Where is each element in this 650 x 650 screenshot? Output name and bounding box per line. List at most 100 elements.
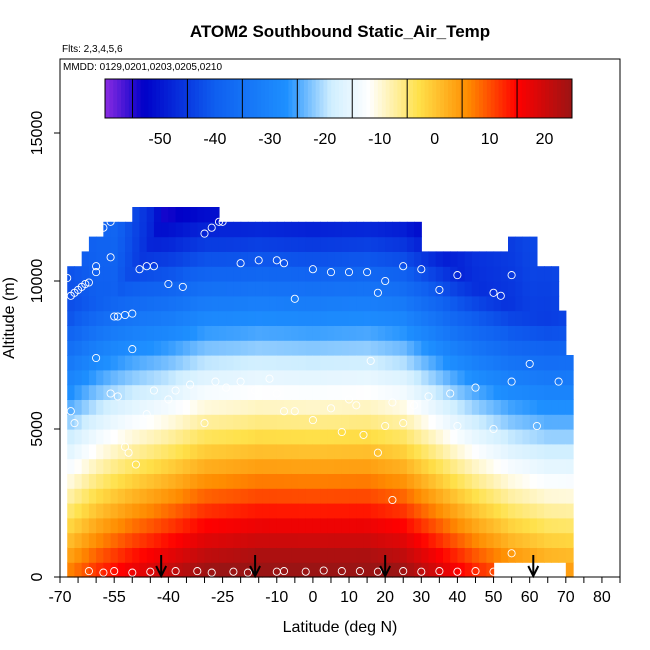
- heatmap-cell: [471, 503, 480, 519]
- heatmap-cell: [399, 443, 408, 460]
- heatmap-cell: [204, 251, 213, 267]
- heatmap-cell: [117, 384, 126, 400]
- heatmap-cell: [146, 429, 155, 445]
- observation-point: [99, 568, 108, 577]
- heatmap-cell: [341, 443, 350, 460]
- heatmap-cell: [284, 458, 292, 474]
- heatmap-cell: [544, 443, 552, 460]
- heatmap-cell: [406, 562, 415, 578]
- heatmap-cell: [544, 266, 552, 282]
- heatmap-cell: [471, 340, 480, 356]
- heatmap-cell: [334, 503, 343, 519]
- heatmap-cell: [312, 503, 321, 519]
- observation-point: [106, 217, 115, 226]
- heatmap-cell: [255, 503, 263, 519]
- heatmap-cell: [88, 251, 97, 267]
- heatmap-cell: [291, 251, 300, 267]
- heatmap-cell: [334, 473, 343, 489]
- heatmap-cell: [240, 295, 249, 312]
- colorbar-segment: [428, 79, 433, 118]
- observation-point: [207, 223, 216, 232]
- heatmap-cell: [284, 310, 292, 326]
- heatmap-cell: [218, 340, 227, 356]
- heatmap-cell: [146, 517, 155, 534]
- heatmap-cell: [493, 281, 502, 297]
- heatmap-cell: [153, 266, 162, 282]
- heatmap-cell: [406, 532, 415, 548]
- heatmap-cell: [327, 384, 336, 400]
- colorbar-segment: [443, 79, 448, 118]
- heatmap-cell: [139, 236, 148, 252]
- heatmap-cell: [182, 488, 191, 504]
- heatmap-cell: [291, 340, 300, 356]
- heatmap-cell: [96, 295, 104, 312]
- colorbar-segment: [315, 79, 320, 118]
- heatmap-cell: [269, 236, 278, 252]
- heatmap-cell: [377, 355, 386, 371]
- heatmap-cell: [139, 503, 148, 519]
- heatmap-cell: [190, 236, 198, 252]
- heatmap-cell: [363, 473, 372, 489]
- heatmap-cell: [305, 310, 314, 326]
- heatmap-cell: [399, 488, 408, 504]
- heatmap-cell: [399, 369, 408, 386]
- heatmap-cell: [132, 473, 141, 489]
- heatmap-cell: [110, 503, 119, 519]
- heatmap-cell: [334, 443, 343, 460]
- heatmap-cell: [565, 562, 574, 578]
- heatmap-cell: [392, 562, 401, 578]
- heatmap-cell: [363, 517, 372, 534]
- heatmap-cell: [153, 325, 162, 341]
- heatmap-cell: [132, 399, 141, 415]
- heatmap-cell: [493, 488, 502, 504]
- heatmap-cell: [305, 399, 314, 415]
- heatmap-cell: [233, 488, 242, 504]
- observation-point: [131, 460, 140, 469]
- heatmap-cell: [377, 443, 386, 460]
- observation-point: [272, 256, 281, 265]
- heatmap-cell: [110, 429, 119, 445]
- heatmap-cell: [284, 281, 292, 297]
- heatmap-cell: [190, 473, 198, 489]
- colorbar-tick-label: 10: [481, 131, 499, 148]
- heatmap-cell: [558, 429, 567, 445]
- heatmap-cell: [327, 414, 336, 430]
- heatmap-cell: [125, 503, 133, 519]
- heatmap-cell: [218, 369, 227, 386]
- observation-point: [110, 312, 119, 321]
- heatmap-cell: [182, 221, 191, 238]
- heatmap-cell: [117, 562, 126, 578]
- heatmap-cell: [320, 473, 328, 489]
- heatmap-cell: [96, 266, 104, 282]
- heatmap-cell: [356, 340, 365, 356]
- heatmap-cell: [370, 399, 379, 415]
- colorbar-segment: [342, 79, 347, 118]
- heatmap-cell: [291, 503, 300, 519]
- heatmap-cell: [377, 458, 386, 474]
- heatmap-cell: [558, 355, 567, 371]
- heatmap-cell: [175, 517, 184, 534]
- heatmap-cell: [139, 414, 148, 430]
- heatmap-cell: [356, 310, 365, 326]
- observation-point: [388, 398, 397, 407]
- colorbar-segment: [124, 79, 129, 118]
- colorbar-segment: [505, 79, 511, 118]
- heatmap-cell: [269, 266, 278, 282]
- heatmap-cell: [190, 325, 198, 341]
- heatmap-cell: [471, 325, 480, 341]
- heatmap-cell: [341, 221, 350, 238]
- heatmap-cell: [457, 414, 466, 430]
- heatmap-cell: [529, 295, 538, 312]
- heatmap-cell: [247, 369, 256, 386]
- heatmap-cell: [168, 207, 177, 223]
- heatmap-cell: [276, 532, 285, 548]
- heatmap-cell: [464, 266, 473, 282]
- heatmap-cell: [558, 547, 567, 563]
- heatmap-cell: [565, 458, 574, 474]
- heatmap-cell: [255, 458, 263, 474]
- heatmap-cell: [110, 251, 119, 267]
- colorbar-segment: [276, 79, 281, 118]
- heatmap-cell: [558, 414, 567, 430]
- heatmap-cell: [233, 355, 242, 371]
